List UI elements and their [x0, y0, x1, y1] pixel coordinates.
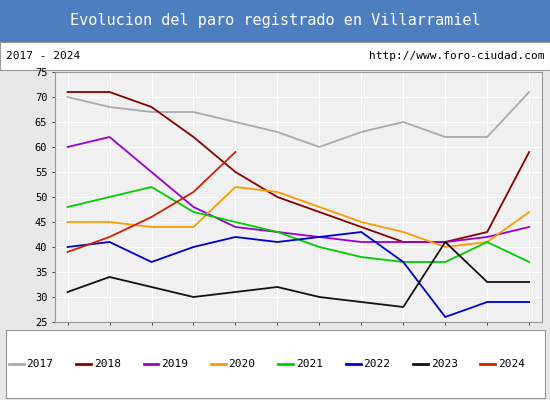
Text: 2021: 2021	[296, 359, 323, 369]
Text: http://www.foro-ciudad.com: http://www.foro-ciudad.com	[369, 51, 544, 61]
Text: 2017 - 2024: 2017 - 2024	[6, 51, 80, 61]
Text: 2017: 2017	[26, 359, 53, 369]
Text: 2022: 2022	[363, 359, 390, 369]
Text: 2018: 2018	[94, 359, 121, 369]
Text: 2020: 2020	[228, 359, 256, 369]
Text: 2023: 2023	[431, 359, 458, 369]
Text: Evolucion del paro registrado en Villarramiel: Evolucion del paro registrado en Villarr…	[70, 14, 480, 28]
Text: 2019: 2019	[161, 359, 188, 369]
Text: 2024: 2024	[498, 359, 525, 369]
